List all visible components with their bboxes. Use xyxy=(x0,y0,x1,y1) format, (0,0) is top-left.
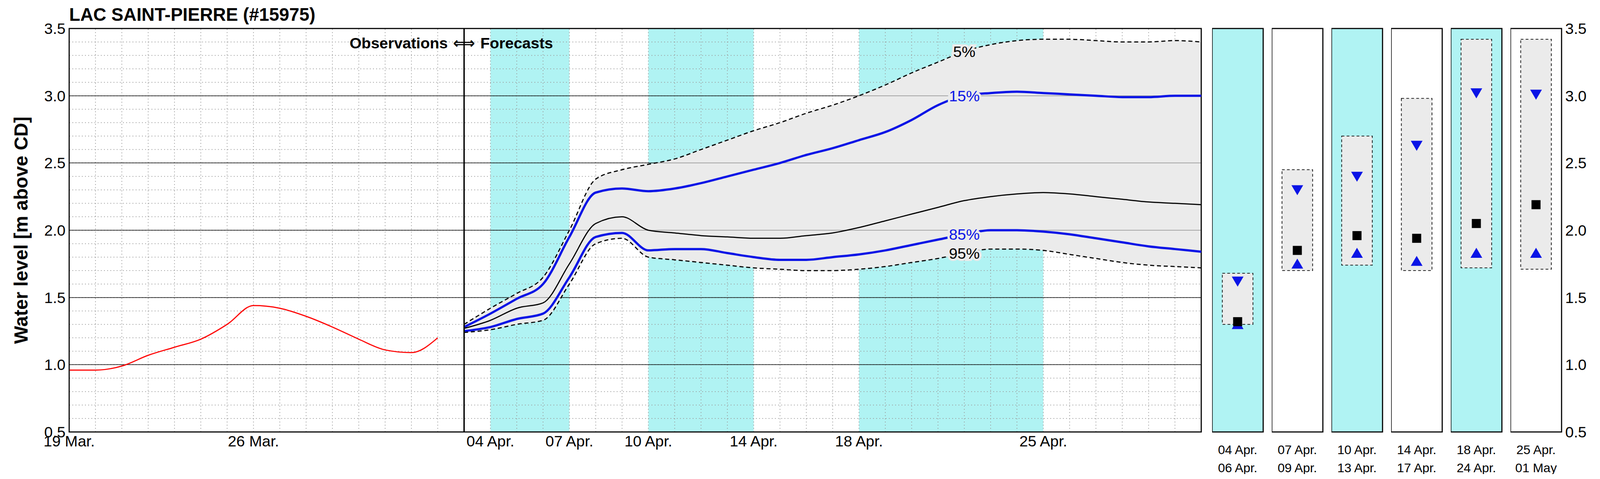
svg-text:14 Apr.: 14 Apr. xyxy=(729,432,778,450)
html-text:07 Apr.: 07 Apr. xyxy=(1277,442,1318,457)
svg-text:18 Apr.: 18 Apr. xyxy=(835,432,883,450)
svg-text:04 Apr.: 04 Apr. xyxy=(466,432,515,450)
svg-text:26 Mar.: 26 Mar. xyxy=(227,432,279,450)
svg-text:0.5: 0.5 xyxy=(44,423,66,441)
svg-text:Water level [m above CD]: Water level [m above CD] xyxy=(10,116,32,345)
svg-text:15%: 15% xyxy=(948,87,980,105)
html-text:17 Apr.: 17 Apr. xyxy=(1396,460,1437,475)
html-text:10 Apr.: 10 Apr. xyxy=(1337,442,1377,457)
svg-text:2.0: 2.0 xyxy=(44,221,66,239)
html-text:14 Apr.: 14 Apr. xyxy=(1396,442,1437,457)
svg-text:2.5: 2.5 xyxy=(44,154,66,172)
svg-text:Observations: Observations xyxy=(349,34,448,52)
html-text:06 Apr.: 06 Apr. xyxy=(1217,460,1258,475)
svg-text:19 Mar.: 19 Mar. xyxy=(43,432,95,450)
html-text:24 Apr.: 24 Apr. xyxy=(1456,460,1497,475)
svg-text:3.0: 3.0 xyxy=(1565,87,1587,105)
svg-text:5%: 5% xyxy=(953,42,976,61)
html-text:13 Apr.: 13 Apr. xyxy=(1337,460,1377,475)
svg-text:2.0: 2.0 xyxy=(1565,221,1587,239)
svg-text:25 Apr.: 25 Apr. xyxy=(1019,432,1068,450)
svg-text:Forecasts: Forecasts xyxy=(480,34,553,52)
svg-text:0.5: 0.5 xyxy=(1565,423,1587,441)
svg-text:95%: 95% xyxy=(948,244,980,262)
html-text:25 Apr.: 25 Apr. xyxy=(1516,442,1556,457)
svg-text:1.5: 1.5 xyxy=(1565,288,1587,307)
svg-text:07 Apr.: 07 Apr. xyxy=(545,432,594,450)
html-text:09 Apr.: 09 Apr. xyxy=(1277,460,1318,475)
html-text:04 Apr.: 04 Apr. xyxy=(1217,442,1258,457)
svg-text:3.0: 3.0 xyxy=(44,87,66,105)
html-text:18 Apr.: 18 Apr. xyxy=(1456,442,1497,457)
svg-text:1.0: 1.0 xyxy=(44,355,66,373)
html-text:LAC SAINT-PIERRE (#15975): LAC SAINT-PIERRE (#15975) xyxy=(69,4,316,25)
svg-text:85%: 85% xyxy=(948,225,980,243)
svg-text:3.5: 3.5 xyxy=(44,19,66,38)
html-text:01 May: 01 May xyxy=(1515,460,1557,475)
svg-text:3.5: 3.5 xyxy=(1565,19,1587,38)
svg-text:2.5: 2.5 xyxy=(1565,154,1587,172)
svg-text:⟺: ⟺ xyxy=(453,34,476,52)
svg-text:1.5: 1.5 xyxy=(44,288,66,307)
svg-text:10 Apr.: 10 Apr. xyxy=(624,432,673,450)
svg-text:1.0: 1.0 xyxy=(1565,355,1587,373)
